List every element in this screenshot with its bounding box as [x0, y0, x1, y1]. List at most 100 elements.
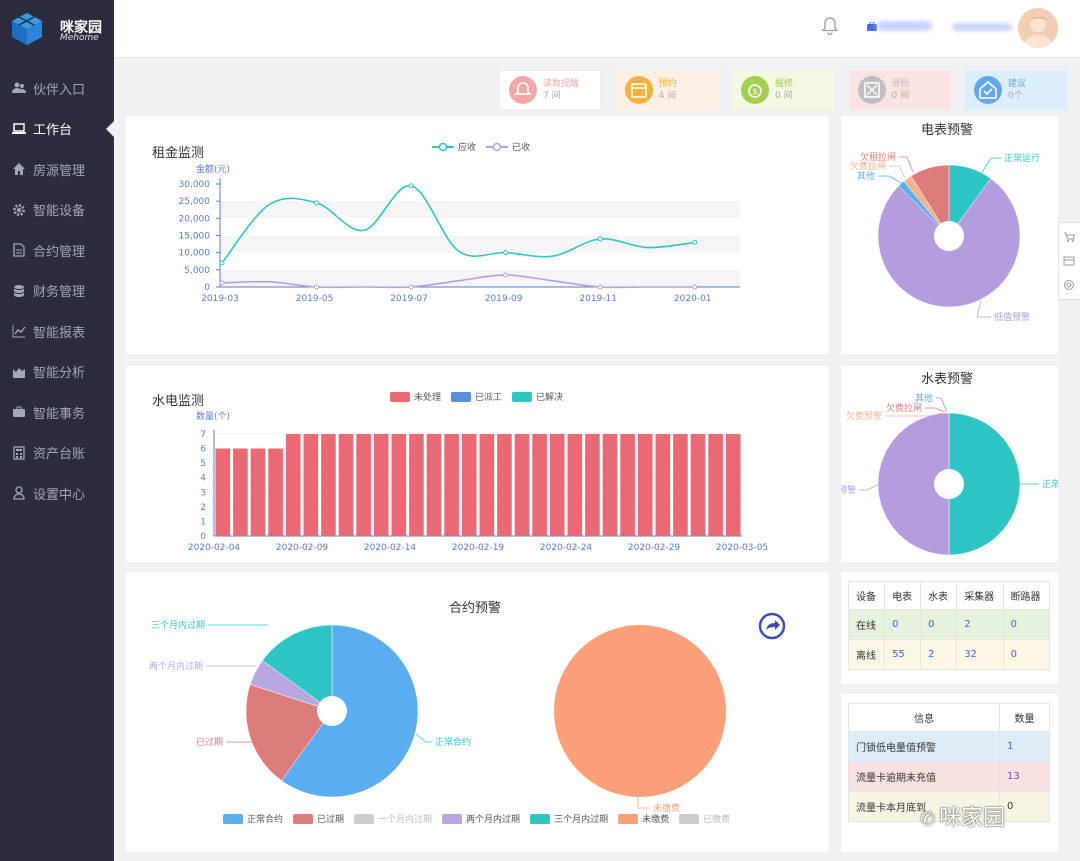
- legend-item[interactable]: 三个月内过期: [530, 812, 608, 825]
- stat-label: 预约: [658, 78, 677, 89]
- bar[interactable]: [285, 434, 301, 536]
- pie-label: 正常运行: [1004, 152, 1040, 164]
- top-bar: [114, 0, 1080, 58]
- bar[interactable]: [690, 434, 706, 536]
- suggestion-card[interactable]: 建议 0个: [965, 70, 1067, 110]
- pie-label: 两个月内过期: [149, 660, 203, 672]
- bar[interactable]: [549, 434, 565, 536]
- bar[interactable]: [250, 448, 266, 536]
- checkout-card[interactable]: 退租 0 间: [848, 70, 951, 110]
- legend-label: 两个月内过期: [466, 815, 521, 825]
- pie-slice[interactable]: [262, 624, 333, 712]
- pie-slice[interactable]: [245, 684, 333, 781]
- utility-legend[interactable]: 未处理 已派工 已解决: [390, 390, 573, 403]
- bar[interactable]: [356, 434, 371, 536]
- svg-text:$: $: [752, 87, 757, 96]
- bar[interactable]: [303, 434, 319, 536]
- legend-receivable[interactable]: 应收: [432, 140, 476, 153]
- series-point[interactable]: [692, 239, 698, 245]
- pie-slice[interactable]: [910, 164, 950, 237]
- bar[interactable]: [620, 434, 635, 536]
- bar[interactable]: [514, 434, 530, 536]
- bar[interactable]: [567, 434, 583, 536]
- series-point[interactable]: [503, 250, 509, 256]
- table-cell: 55: [884, 639, 922, 670]
- legend-item[interactable]: 已解决: [512, 390, 563, 403]
- series-point[interactable]: [503, 272, 509, 278]
- legend-item[interactable]: 已派工: [451, 390, 502, 403]
- bar[interactable]: [725, 434, 741, 536]
- series-point[interactable]: [408, 183, 414, 189]
- utility-monitor-card: 水电监测 未处理 已派工 已解决 数量(个) 0 1 2 3 4 5 6 7 2020-02-04 20…: [126, 366, 829, 562]
- bar[interactable]: [673, 434, 688, 536]
- bar[interactable]: [215, 448, 231, 536]
- briefcase-icon[interactable]: [867, 22, 877, 31]
- nav-item-10[interactable]: 设置中心: [0, 473, 114, 514]
- nav-item-2[interactable]: 房源管理: [0, 149, 114, 190]
- bar[interactable]: [373, 434, 389, 536]
- series-point[interactable]: [597, 284, 603, 290]
- nav-item-9[interactable]: 资产台账: [0, 433, 114, 474]
- bar[interactable]: [268, 448, 283, 536]
- series-point[interactable]: [597, 236, 603, 242]
- contract-legend[interactable]: 正常合约 已过期 一个月内过期 两个月内过期 三个月内过期 未缴费 已缴费: [223, 812, 740, 825]
- series-point[interactable]: [408, 284, 414, 290]
- legend-item[interactable]: 正常合约: [223, 812, 283, 825]
- legend-item[interactable]: 两个月内过期: [442, 812, 520, 825]
- nav-item-8[interactable]: 智能事务: [0, 392, 114, 433]
- nav-item-5[interactable]: 财务管理: [0, 271, 114, 312]
- pie-slice[interactable]: [281, 624, 419, 798]
- user-name-blurred[interactable]: [952, 23, 1012, 31]
- user-company-blurred[interactable]: [877, 21, 932, 31]
- card-icon[interactable]: [1063, 255, 1075, 267]
- bar[interactable]: [444, 434, 459, 536]
- bar[interactable]: [637, 434, 653, 536]
- bar[interactable]: [338, 434, 354, 536]
- bar[interactable]: [532, 434, 547, 536]
- rent-legend[interactable]: 应收 已收: [432, 140, 540, 153]
- bell-icon[interactable]: [821, 16, 839, 36]
- table-row: 流量卡本月底到 0: [848, 791, 1050, 822]
- bar[interactable]: [391, 434, 407, 536]
- bar[interactable]: [585, 434, 600, 536]
- logo[interactable]: 咪家园 Mehome: [10, 8, 110, 48]
- bar[interactable]: [321, 434, 336, 536]
- stat-count: 0 间: [775, 90, 793, 101]
- bar[interactable]: [708, 434, 723, 536]
- legend-item[interactable]: 一个月内过期: [354, 812, 432, 825]
- series-point[interactable]: [314, 284, 320, 290]
- series-point[interactable]: [314, 200, 320, 206]
- repair-card[interactable]: $ 报修 0 间: [732, 70, 834, 110]
- settings-icon[interactable]: [1063, 279, 1075, 291]
- legend-item[interactable]: 已缴费: [679, 812, 730, 825]
- series-point[interactable]: [219, 260, 225, 266]
- bar[interactable]: [602, 434, 618, 536]
- pie-slice[interactable]: [877, 412, 950, 556]
- nav-item-6[interactable]: 智能报表: [0, 311, 114, 352]
- bar[interactable]: [426, 434, 442, 536]
- cart-icon[interactable]: [1063, 231, 1075, 243]
- pie-slice[interactable]: [554, 625, 726, 797]
- bar[interactable]: [233, 448, 248, 536]
- bar[interactable]: [409, 434, 424, 536]
- bar[interactable]: [497, 434, 512, 536]
- series-point[interactable]: [692, 284, 698, 290]
- legend-item[interactable]: 已过期: [293, 812, 344, 825]
- nav-item-7[interactable]: 智能分析: [0, 352, 114, 393]
- bar[interactable]: [655, 434, 671, 536]
- x-tick-label: 2019-05: [296, 294, 334, 304]
- series-point[interactable]: [219, 280, 225, 286]
- legend-item[interactable]: 未处理: [390, 390, 441, 403]
- legend-received[interactable]: 已收: [486, 140, 530, 153]
- appointment-card[interactable]: 预约 4 间: [615, 70, 718, 110]
- nav-item-1[interactable]: 工作台: [0, 109, 114, 150]
- bar[interactable]: [461, 434, 477, 536]
- legend-item[interactable]: 未缴费: [618, 812, 669, 825]
- bar[interactable]: [479, 434, 495, 536]
- nav-item-4[interactable]: 合约管理: [0, 230, 114, 271]
- share-arrow-icon[interactable]: [758, 612, 786, 640]
- nav-item-3[interactable]: 智能设备: [0, 190, 114, 231]
- avatar[interactable]: [1018, 8, 1058, 48]
- reading-reminder-card[interactable]: 读数提醒 7 间: [499, 70, 601, 110]
- nav-item-0[interactable]: 伙伴入口: [0, 68, 114, 109]
